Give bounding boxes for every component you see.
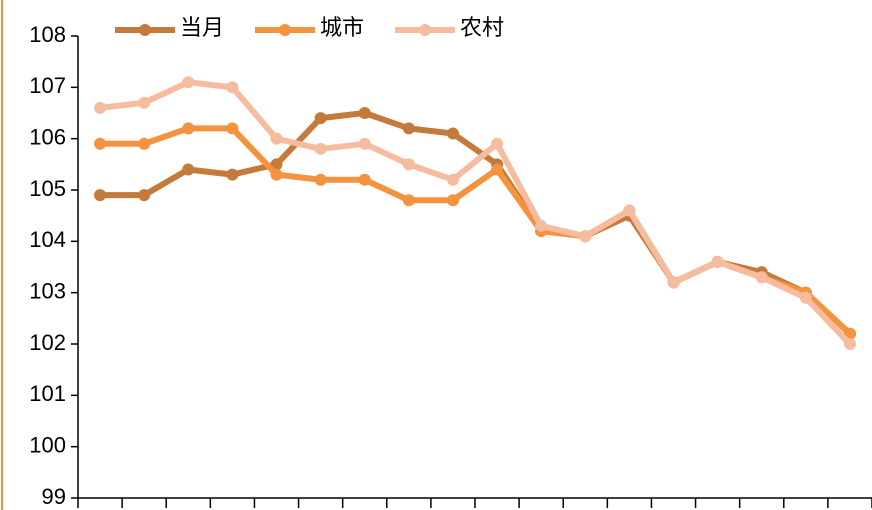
point [226,168,239,181]
legend-marker [279,24,291,36]
y-tick-label: 102 [29,330,66,355]
point [799,291,812,304]
y-tick-label: 101 [29,381,66,406]
point [182,163,195,176]
point [755,271,768,284]
y-tick-label: 103 [29,278,66,303]
point [579,230,592,243]
point [138,96,151,109]
point [358,137,371,150]
y-tick-label: 99 [42,484,66,509]
point [402,158,415,171]
point [446,127,459,140]
legend-label: 农村 [460,15,504,40]
point [138,189,151,202]
y-tick-label: 106 [29,124,66,149]
point [314,173,327,186]
point [402,194,415,207]
y-tick-label: 108 [29,22,66,47]
point [667,276,680,289]
point [182,122,195,135]
point [270,168,283,181]
point [182,76,195,89]
point [94,137,107,150]
point [711,255,724,268]
y-tick-label: 100 [29,432,66,457]
legend-marker [419,24,431,36]
series-line [99,79,853,347]
legend-label: 城市 [320,15,364,40]
point [94,189,107,202]
legend-label: 当月 [180,15,224,40]
y-tick-label: 107 [29,73,66,98]
point [270,132,283,145]
point [226,81,239,94]
point [843,338,856,350]
point [358,173,371,186]
point [358,107,371,119]
legend-marker [139,24,151,36]
point [491,137,504,150]
point [402,122,415,135]
y-tick-label: 104 [29,227,66,252]
point [446,194,459,207]
point [446,173,459,186]
series-line [100,110,852,336]
point [491,163,504,176]
point [623,204,636,217]
point [138,137,151,150]
y-tick-label: 105 [29,176,66,201]
point [226,122,239,135]
point [314,112,327,125]
point [94,101,107,114]
point [314,142,327,155]
point [535,219,548,232]
